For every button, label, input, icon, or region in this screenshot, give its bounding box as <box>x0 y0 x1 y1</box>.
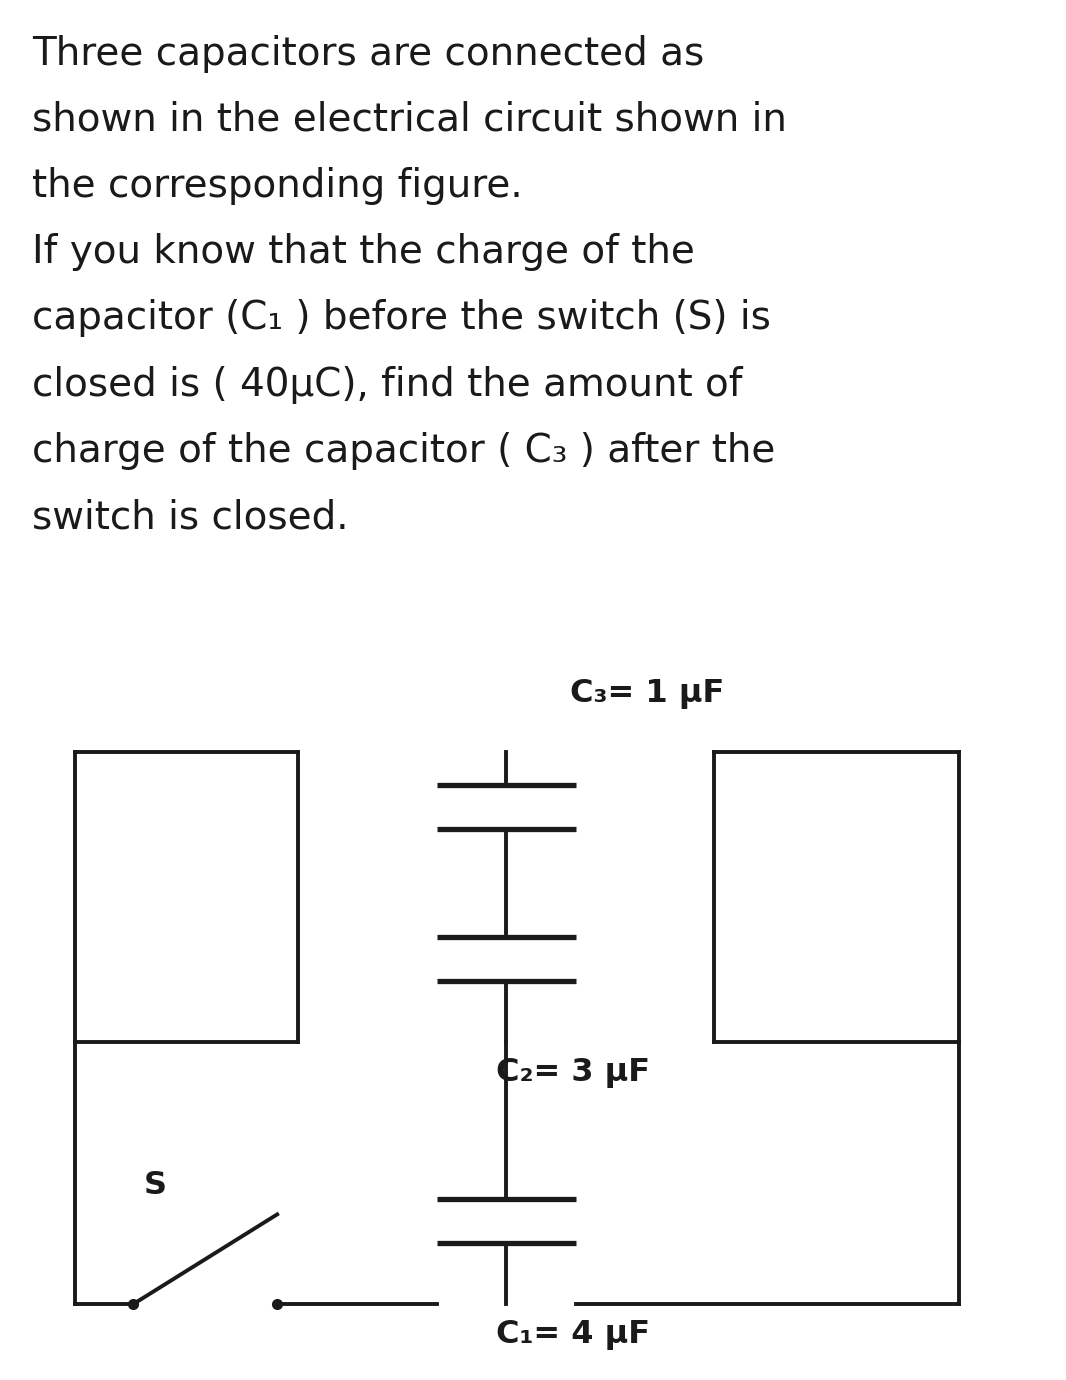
Text: the corresponding figure.: the corresponding figure. <box>32 167 522 206</box>
Text: C₂= 3 μF: C₂= 3 μF <box>496 1057 650 1087</box>
Text: shown in the electrical circuit shown in: shown in the electrical circuit shown in <box>32 101 787 139</box>
Text: closed is ( 40μC), find the amount of: closed is ( 40μC), find the amount of <box>32 366 743 404</box>
Text: capacitor (C₁ ) before the switch (S) is: capacitor (C₁ ) before the switch (S) is <box>32 299 771 338</box>
Text: If you know that the charge of the: If you know that the charge of the <box>32 233 695 272</box>
Text: charge of the capacitor ( C₃ ) after the: charge of the capacitor ( C₃ ) after the <box>32 432 775 471</box>
Text: switch is closed.: switch is closed. <box>32 498 349 537</box>
Text: Three capacitors are connected as: Three capacitors are connected as <box>32 34 705 73</box>
Text: S: S <box>144 1170 167 1201</box>
Text: C₃= 1 μF: C₃= 1 μF <box>570 679 725 709</box>
Text: C₁= 4 μF: C₁= 4 μF <box>496 1319 650 1350</box>
